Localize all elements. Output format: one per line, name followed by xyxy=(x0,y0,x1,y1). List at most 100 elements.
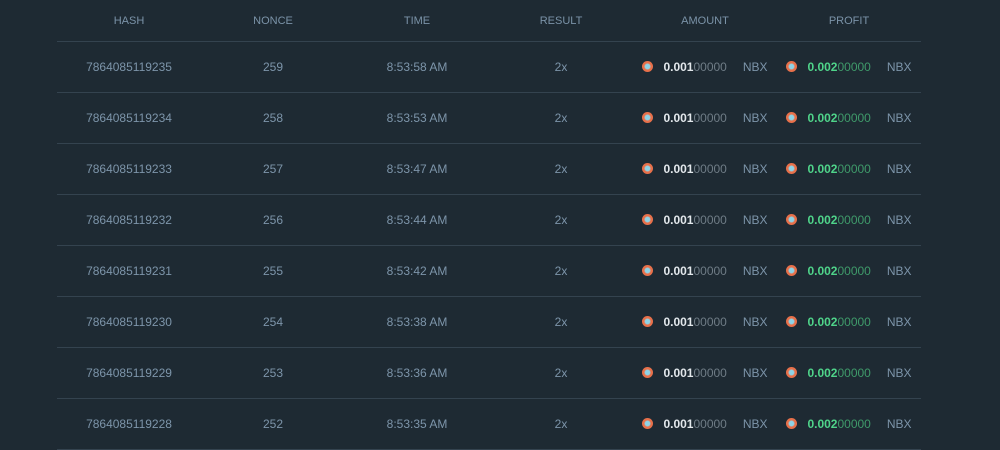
hash-cell[interactable]: 7864085119235 xyxy=(57,41,201,93)
nonce-cell: 258 xyxy=(201,92,345,144)
table-row[interactable]: 7864085119234 258 8:53:53 AM 2x 0.001000… xyxy=(57,92,921,144)
nonce-cell: 253 xyxy=(201,347,345,399)
nonce-cell: 259 xyxy=(201,41,345,93)
amount-unit: NBX xyxy=(742,162,768,176)
nbx-coin-icon xyxy=(786,112,798,123)
nbx-coin-icon xyxy=(642,112,654,123)
nbx-coin-icon xyxy=(642,163,654,174)
profit-tail: 00000 xyxy=(837,162,871,176)
hash-cell[interactable]: 7864085119234 xyxy=(57,92,201,144)
profit-tail: 00000 xyxy=(837,264,871,278)
column-header-nonce: NONCE xyxy=(201,0,345,42)
amount-cell: 0.00100000 NBX xyxy=(633,398,777,450)
time-cell: 8:53:38 AM xyxy=(345,296,489,348)
profit-main: 0.002 xyxy=(807,111,838,125)
table-row[interactable]: 7864085119228 252 8:53:35 AM 2x 0.001000… xyxy=(57,398,921,450)
amount-cell: 0.00100000 NBX xyxy=(633,194,777,246)
table-row[interactable]: 7864085119235 259 8:53:58 AM 2x 0.001000… xyxy=(57,41,921,93)
profit-unit: NBX xyxy=(886,213,912,227)
time-cell: 8:53:58 AM xyxy=(345,41,489,93)
profit-tail: 00000 xyxy=(837,213,871,227)
nbx-coin-icon xyxy=(786,214,798,225)
amount-main: 0.001 xyxy=(663,417,694,431)
amount-cell: 0.00100000 NBX xyxy=(633,347,777,399)
hash-cell[interactable]: 7864085119230 xyxy=(57,296,201,348)
profit-cell: 0.00200000 NBX xyxy=(777,245,921,297)
time-cell: 8:53:47 AM xyxy=(345,143,489,195)
profit-main: 0.002 xyxy=(807,315,838,329)
result-cell: 2x xyxy=(489,143,633,195)
amount-main: 0.001 xyxy=(663,60,694,74)
amount-tail: 00000 xyxy=(693,417,727,431)
profit-tail: 00000 xyxy=(837,111,871,125)
hash-cell[interactable]: 7864085119232 xyxy=(57,194,201,246)
nbx-coin-icon xyxy=(642,265,654,276)
column-header-time: TIME xyxy=(345,0,489,42)
nonce-cell: 255 xyxy=(201,245,345,297)
amount-unit: NBX xyxy=(742,315,768,329)
time-cell: 8:53:42 AM xyxy=(345,245,489,297)
result-cell: 2x xyxy=(489,92,633,144)
table-header: HASH NONCE TIME RESULT AMOUNT PROFIT xyxy=(57,0,921,42)
result-cell: 2x xyxy=(489,245,633,297)
amount-main: 0.001 xyxy=(663,213,694,227)
amount-unit: NBX xyxy=(742,366,768,380)
profit-main: 0.002 xyxy=(807,264,838,278)
nbx-coin-icon xyxy=(642,316,654,327)
profit-tail: 00000 xyxy=(837,315,871,329)
time-cell: 8:53:44 AM xyxy=(345,194,489,246)
amount-unit: NBX xyxy=(742,111,768,125)
profit-main: 0.002 xyxy=(807,417,838,431)
table-row[interactable]: 7864085119229 253 8:53:36 AM 2x 0.001000… xyxy=(57,347,921,399)
amount-cell: 0.00100000 NBX xyxy=(633,296,777,348)
nbx-coin-icon xyxy=(786,316,798,327)
result-cell: 2x xyxy=(489,194,633,246)
amount-tail: 00000 xyxy=(693,366,727,380)
nonce-cell: 252 xyxy=(201,398,345,450)
table-row[interactable]: 7864085119232 256 8:53:44 AM 2x 0.001000… xyxy=(57,194,921,246)
table-row[interactable]: 7864085119233 257 8:53:47 AM 2x 0.001000… xyxy=(57,143,921,195)
amount-unit: NBX xyxy=(742,417,768,431)
amount-unit: NBX xyxy=(742,213,768,227)
amount-cell: 0.00100000 NBX xyxy=(633,143,777,195)
nonce-cell: 256 xyxy=(201,194,345,246)
nbx-coin-icon xyxy=(642,367,654,378)
nbx-coin-icon xyxy=(786,367,798,378)
column-header-amount: AMOUNT xyxy=(633,0,777,42)
nonce-cell: 254 xyxy=(201,296,345,348)
nbx-coin-icon xyxy=(642,214,654,225)
hash-cell[interactable]: 7864085119228 xyxy=(57,398,201,450)
hash-cell[interactable]: 7864085119233 xyxy=(57,143,201,195)
profit-cell: 0.00200000 NBX xyxy=(777,143,921,195)
nbx-coin-icon xyxy=(786,265,798,276)
column-header-hash: HASH xyxy=(57,0,201,42)
amount-tail: 00000 xyxy=(693,213,727,227)
hash-cell[interactable]: 7864085119229 xyxy=(57,347,201,399)
nonce-cell: 257 xyxy=(201,143,345,195)
profit-unit: NBX xyxy=(886,366,912,380)
amount-main: 0.001 xyxy=(663,315,694,329)
bets-table: HASH NONCE TIME RESULT AMOUNT PROFIT 78640851… xyxy=(57,0,921,450)
result-cell: 2x xyxy=(489,296,633,348)
result-cell: 2x xyxy=(489,398,633,450)
amount-unit: NBX xyxy=(742,60,768,74)
nbx-coin-icon xyxy=(642,61,654,72)
profit-cell: 0.00200000 NBX xyxy=(777,296,921,348)
amount-tail: 00000 xyxy=(693,162,727,176)
amount-cell: 0.00100000 NBX xyxy=(633,92,777,144)
amount-tail: 00000 xyxy=(693,264,727,278)
result-cell: 2x xyxy=(489,41,633,93)
table-row[interactable]: 7864085119230 254 8:53:38 AM 2x 0.001000… xyxy=(57,296,921,348)
profit-unit: NBX xyxy=(886,111,912,125)
hash-cell[interactable]: 7864085119231 xyxy=(57,245,201,297)
amount-cell: 0.00100000 NBX xyxy=(633,41,777,93)
time-cell: 8:53:53 AM xyxy=(345,92,489,144)
nbx-coin-icon xyxy=(642,418,654,429)
nbx-coin-icon xyxy=(786,163,798,174)
profit-unit: NBX xyxy=(886,162,912,176)
table-row[interactable]: 7864085119231 255 8:53:42 AM 2x 0.001000… xyxy=(57,245,921,297)
amount-cell: 0.00100000 NBX xyxy=(633,245,777,297)
time-cell: 8:53:35 AM xyxy=(345,398,489,450)
profit-unit: NBX xyxy=(886,264,912,278)
profit-unit: NBX xyxy=(886,417,912,431)
